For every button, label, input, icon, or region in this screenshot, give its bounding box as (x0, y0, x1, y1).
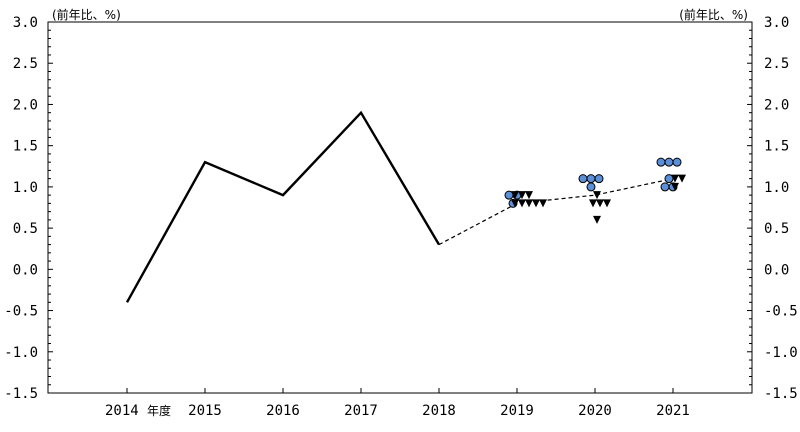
y-tick-label-left: -1.0 (4, 345, 38, 361)
forecast-circle-marker (660, 182, 670, 192)
forecast-circle-marker (586, 182, 596, 192)
y-tick-label-right: -1.0 (764, 345, 798, 361)
forecast-circle-marker (664, 157, 674, 167)
forecast-triangle-marker (511, 191, 519, 200)
forecast-median-line (438, 178, 674, 246)
x-tick-label: 2017 (344, 403, 378, 419)
y-tick-label-left: 3.0 (13, 15, 38, 31)
forecast-triangle-marker (525, 191, 533, 200)
y-tick-label-left: 2.5 (13, 56, 38, 72)
forecast-triangle-marker (671, 182, 679, 191)
y-tick-label-right: -1.5 (764, 386, 798, 402)
forecast-triangle-marker (671, 174, 679, 183)
forecast-circle-marker (672, 157, 682, 167)
forecast-triangle-marker (511, 199, 519, 208)
y-tick-label-right: -0.5 (764, 304, 798, 320)
forecast-triangle-marker (518, 191, 526, 200)
forecast-triangle-marker (596, 199, 604, 208)
forecast-triangle-marker (593, 215, 601, 224)
forecast-triangle-marker (525, 199, 533, 208)
y-tick-label-right: 3.0 (764, 15, 789, 31)
forecast-triangle-marker (678, 174, 686, 183)
y-tick-label-left: -0.5 (4, 304, 38, 320)
y-tick-label-right: 0.0 (764, 262, 789, 278)
forecast-circle-marker (656, 157, 666, 167)
y-tick-label-left: 2.0 (13, 97, 38, 113)
forecast-circle-marker (594, 174, 604, 184)
y-tick-label-right: 1.5 (764, 139, 789, 155)
forecast-circle-marker (578, 174, 588, 184)
plot-frame (47, 21, 753, 394)
y-tick-label-left: 1.0 (13, 180, 38, 196)
y-tick-label-right: 1.0 (764, 180, 789, 196)
x-tick-label: 2021 (656, 403, 690, 419)
y-tick-label-left: 0.5 (13, 221, 38, 237)
y-tick-label-right: 0.5 (764, 221, 789, 237)
y-unit-left: (前年比、%) (52, 7, 121, 22)
y-tick-label-right: 2.5 (764, 56, 789, 72)
y-tick-label-left: -1.5 (4, 386, 38, 402)
forecast-circle-marker (586, 174, 596, 184)
y-unit-right: (前年比、%) (679, 7, 748, 22)
x-tick-label: 2015 (188, 403, 222, 419)
forecast-triangle-marker (603, 199, 611, 208)
forecast-triangle-marker (589, 199, 597, 208)
forecast-triangle-marker (518, 199, 526, 208)
x-tick-label: 2014 (105, 403, 139, 419)
y-tick-label-left: 1.5 (13, 139, 38, 155)
forecast-triangle-marker (593, 191, 601, 200)
y-tick-label-left: 0.0 (13, 262, 38, 278)
actual-line (125, 110, 441, 303)
x-tick-label: 2018 (422, 403, 456, 419)
y-tick-label-right: 2.0 (764, 97, 789, 113)
x-tick-label-suffix: 年度 (147, 403, 171, 418)
x-tick-label: 2019 (500, 403, 534, 419)
x-tick-label: 2020 (578, 403, 612, 419)
forecast-triangle-marker (532, 199, 540, 208)
x-tick-label: 2016 (266, 403, 300, 419)
forecast-triangle-marker (539, 199, 547, 208)
